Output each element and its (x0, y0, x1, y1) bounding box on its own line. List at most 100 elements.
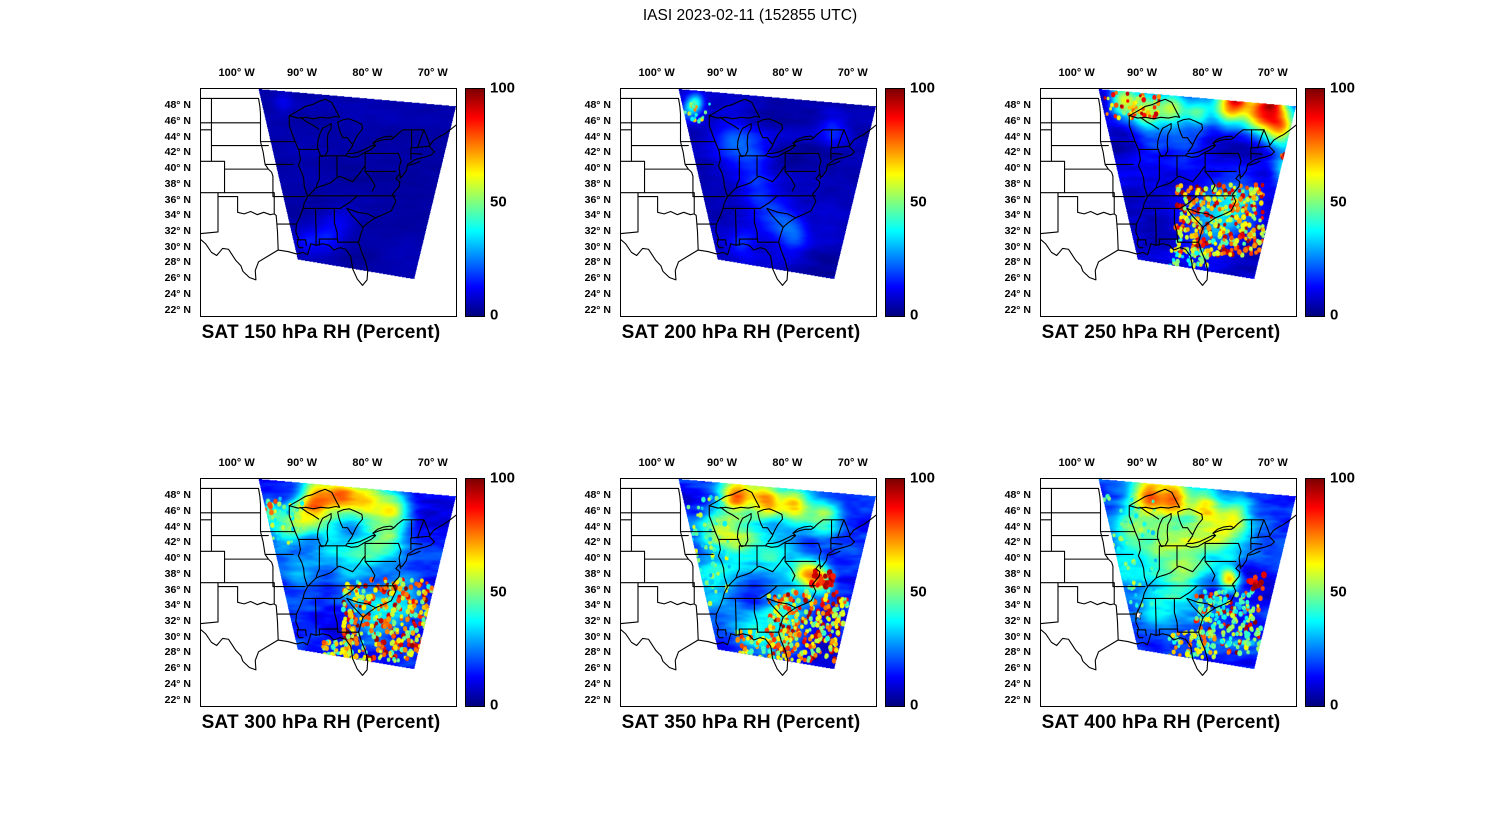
lake-erie-path (766, 146, 796, 158)
lake-erie-path (1186, 146, 1216, 158)
map-plot (1040, 478, 1297, 707)
lat-tick-label: 32° N (164, 614, 191, 627)
lat-tick-label: 44° N (164, 130, 191, 143)
lat-tick-label: 36° N (164, 193, 191, 206)
lat-tick-label: 36° N (1004, 583, 1031, 596)
lon-tick-label: 100° W (218, 67, 255, 79)
coastline-path (201, 125, 456, 285)
panel-rh-250: 100° W 90° W 80° W 70° W 48° N 46° N 44° N 42°… (965, 66, 1365, 361)
panel-title: SAT 350 hPa RH (Percent) (621, 712, 861, 733)
lat-tick-label: 34° N (1004, 209, 1031, 222)
lat-tick-label: 36° N (584, 583, 611, 596)
rh-field-canvas (1041, 89, 1296, 316)
panel-title: SAT 400 hPa RH (Percent) (1041, 712, 1281, 733)
lake-huron-path (758, 119, 783, 145)
lat-tick-label: 30° N (164, 240, 191, 253)
lat-axis: 48° N 46° N 44° N 42° N 40° N 38° N 36° N 34° N… (965, 88, 1035, 315)
lat-tick-label: 30° N (584, 630, 611, 643)
state-borders-overlay (621, 479, 876, 706)
lon-tick-label: 70° W (837, 457, 868, 469)
colorbar-ticks: 100 50 0 (490, 80, 526, 324)
us-state-borders-map (621, 479, 876, 706)
colorbar (885, 478, 905, 707)
lon-tick-label: 70° W (1257, 457, 1288, 469)
lat-tick-label: 28° N (584, 256, 611, 269)
us-state-borders-map (621, 89, 876, 316)
colorbar-tick-label: 50 (490, 583, 507, 600)
lat-tick-label: 48° N (164, 489, 191, 502)
lake-ontario-path (1213, 136, 1234, 143)
colorbar-canvas (886, 89, 904, 316)
panel-rh-300: 100° W 90° W 80° W 70° W 48° N 46° N 44° N 42°… (125, 456, 525, 751)
state-borders-path (621, 98, 850, 249)
colorbar-tick-label: 100 (1330, 469, 1356, 487)
colorbar-tick-label: 50 (1330, 193, 1347, 210)
lat-tick-label: 44° N (584, 130, 611, 143)
coastline-path (1041, 125, 1296, 285)
lat-tick-label: 24° N (584, 677, 611, 690)
colorbar-tick-label: 50 (490, 193, 507, 210)
rh-field-canvas (621, 479, 876, 706)
lat-tick-label: 38° N (1004, 177, 1031, 190)
lake-superior-path (1129, 489, 1179, 509)
lat-tick-label: 40° N (164, 162, 191, 175)
lake-huron-path (338, 119, 363, 145)
lat-tick-label: 48° N (1004, 99, 1031, 112)
lat-tick-label: 32° N (584, 614, 611, 627)
lake-stclair-path (768, 146, 773, 152)
panel-rh-200: 100° W 90° W 80° W 70° W 48° N 46° N 44° N 42°… (545, 66, 945, 361)
lat-tick-label: 48° N (1004, 489, 1031, 502)
lat-tick-label: 42° N (584, 536, 611, 549)
lon-axis: 100° W 90° W 80° W 70° W (200, 66, 455, 82)
lat-tick-label: 22° N (164, 693, 191, 706)
long-island-path (409, 161, 420, 165)
lat-tick-label: 40° N (1004, 162, 1031, 175)
lat-tick-label: 24° N (164, 677, 191, 690)
coastline-path (621, 515, 876, 675)
panel-title: SAT 200 hPa RH (Percent) (621, 322, 861, 343)
lake-superior-path (289, 489, 339, 509)
lake-michigan-path (737, 124, 751, 157)
colorbar (465, 88, 485, 317)
lat-tick-label: 46° N (164, 114, 191, 127)
lon-tick-label: 90° W (1126, 67, 1158, 79)
lat-tick-label: 26° N (584, 272, 611, 285)
lon-tick-label: 80° W (1192, 457, 1223, 469)
state-borders-path (621, 488, 850, 639)
lat-tick-label: 46° N (584, 504, 611, 517)
colorbar-canvas (466, 479, 484, 706)
lon-tick-label: 70° W (417, 67, 448, 79)
colorbar-tick-label: 0 (910, 696, 919, 714)
lake-erie-path (346, 536, 376, 548)
lake-stclair-path (348, 536, 353, 542)
lat-tick-label: 26° N (164, 662, 191, 675)
lat-tick-label: 48° N (584, 489, 611, 502)
lat-tick-label: 44° N (164, 520, 191, 533)
lat-tick-label: 24° N (1004, 287, 1031, 300)
lat-tick-label: 38° N (584, 567, 611, 580)
colorbar-tick-label: 0 (1330, 696, 1339, 714)
lat-tick-label: 36° N (1004, 193, 1031, 206)
lon-tick-label: 80° W (1192, 67, 1223, 79)
lat-tick-label: 44° N (584, 520, 611, 533)
lat-tick-label: 34° N (584, 209, 611, 222)
lon-tick-label: 70° W (837, 67, 868, 79)
rh-field-canvas (1041, 479, 1296, 706)
lake-ontario-path (373, 136, 394, 143)
colorbar-tick-label: 0 (490, 306, 499, 324)
lake-stclair-path (348, 146, 353, 152)
lake-superior-path (1129, 99, 1179, 119)
lake-erie-path (346, 146, 376, 158)
colorbar-tick-label: 100 (490, 79, 516, 97)
lat-tick-label: 28° N (1004, 256, 1031, 269)
lat-tick-label: 24° N (164, 287, 191, 300)
colorbar-canvas (466, 89, 484, 316)
rh-field-canvas (621, 89, 876, 316)
colorbar (1305, 88, 1325, 317)
state-borders-path (1041, 98, 1270, 249)
lon-tick-label: 70° W (417, 457, 448, 469)
state-borders-path (201, 98, 430, 249)
colorbar-tick-label: 100 (910, 469, 936, 487)
state-borders-overlay (201, 89, 456, 316)
